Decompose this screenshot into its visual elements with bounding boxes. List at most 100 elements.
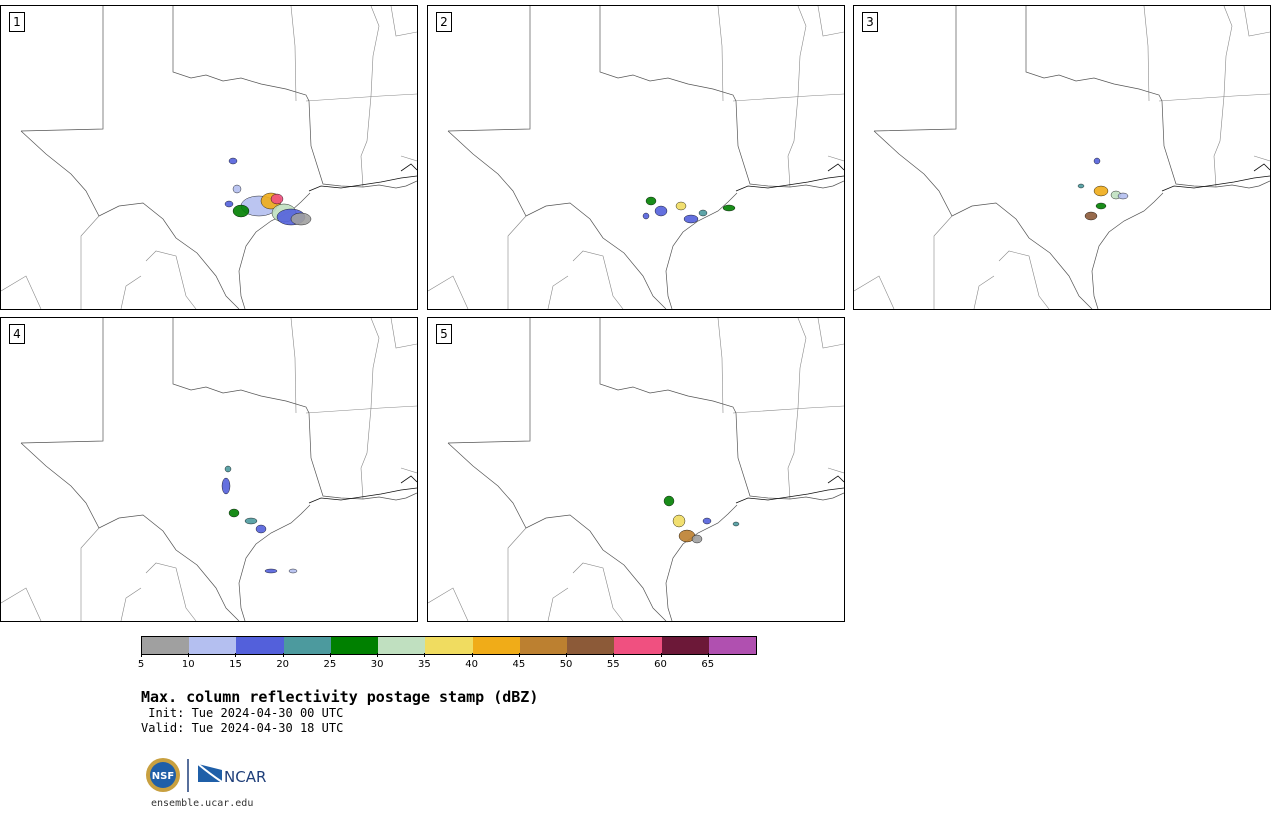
logos: NSF NCAR xyxy=(144,756,274,794)
member-panel-5: 5 xyxy=(427,317,845,622)
tick-mark xyxy=(566,653,568,657)
tick-mark xyxy=(141,653,142,657)
colorbar-segment xyxy=(330,637,379,654)
reflectivity-cell xyxy=(270,193,284,205)
member-panel-4: 4 xyxy=(0,317,418,622)
reflectivity-cell xyxy=(1095,202,1107,210)
texas-boundary xyxy=(20,318,417,621)
tick-label: 20 xyxy=(276,659,290,670)
panel-label: 1 xyxy=(9,12,25,32)
tick-label: 5 xyxy=(137,659,145,670)
reflectivity-cell xyxy=(1093,157,1101,165)
reflectivity-cell xyxy=(1077,183,1085,189)
reflectivity-cell xyxy=(642,212,650,220)
reflectivity-cell xyxy=(290,212,312,226)
tick-label: 60 xyxy=(654,659,667,670)
coastline xyxy=(1161,163,1270,192)
colorbar-segment xyxy=(614,637,662,654)
nsf-logo-icon: NSF xyxy=(146,758,180,792)
coastline xyxy=(735,475,844,504)
colorbar-ticks: 5 10 15 20 25 30 35 40 45 50 55 60 65 xyxy=(137,653,757,673)
reflectivity-cell xyxy=(232,184,242,194)
panel-label: 4 xyxy=(9,324,25,344)
state-boundary xyxy=(428,318,844,621)
texas-boundary xyxy=(447,6,844,309)
valid-time: Valid: Tue 2024-04-30 18 UTC xyxy=(141,721,344,735)
tick-label: 50 xyxy=(559,659,573,670)
texas-boundary xyxy=(447,318,844,621)
map xyxy=(428,318,844,621)
reflectivity-cell xyxy=(663,495,675,507)
member-panel-1: 1 xyxy=(0,5,418,310)
reflectivity-cell xyxy=(691,534,703,544)
tick-mark xyxy=(613,653,615,657)
coastline xyxy=(308,475,417,504)
panel-label: 2 xyxy=(436,12,452,32)
tick-mark xyxy=(329,653,331,657)
coastline xyxy=(735,163,844,192)
tick-label: 10 xyxy=(181,659,195,670)
reflectivity-cell xyxy=(732,521,740,527)
state-boundary xyxy=(1,6,417,309)
reflectivity-cell xyxy=(675,201,687,211)
colorbar-segment xyxy=(236,637,284,654)
tick-mark xyxy=(707,653,709,657)
ncar-logo-text: NCAR xyxy=(224,768,266,786)
map xyxy=(428,6,844,309)
reflectivity-cell xyxy=(224,200,234,208)
tick-label: 65 xyxy=(701,659,715,670)
reflectivity-cell xyxy=(288,568,298,574)
colorbar xyxy=(141,636,757,655)
state-boundary xyxy=(854,6,1270,309)
init-time: Init: Tue 2024-04-30 00 UTC xyxy=(141,706,344,720)
site-url: ensemble.ucar.edu xyxy=(151,798,254,809)
colorbar-segment xyxy=(708,637,757,654)
tick-mark xyxy=(235,653,237,657)
reflectivity-cell xyxy=(1093,185,1109,197)
state-boundary xyxy=(428,6,844,309)
member-panel-3: 3 xyxy=(853,5,1271,310)
reflectivity-cell xyxy=(228,508,240,518)
tick-label: 55 xyxy=(606,659,620,670)
nsf-logo-text: NSF xyxy=(152,771,174,782)
tick-label: 45 xyxy=(512,659,526,670)
reflectivity-cell xyxy=(654,205,668,217)
tick-mark xyxy=(471,653,473,657)
colorbar-segment xyxy=(472,637,520,654)
tick-mark xyxy=(424,653,426,657)
reflectivity-cell xyxy=(221,477,231,495)
member-panel-2: 2 xyxy=(427,5,845,310)
tick-mark xyxy=(188,653,190,657)
colorbar-segment xyxy=(378,637,426,654)
figure-title: Max. column reflectivity postage stamp (… xyxy=(141,688,539,706)
map xyxy=(1,6,417,309)
tick-mark xyxy=(377,653,379,657)
reflectivity-cell xyxy=(244,517,258,525)
panel-label: 5 xyxy=(436,324,452,344)
reflectivity-cell xyxy=(645,196,657,206)
reflectivity-cell xyxy=(683,214,699,224)
colorbar-segment xyxy=(661,637,709,654)
reflectivity-cell xyxy=(722,204,736,212)
ncar-logo-icon: NCAR xyxy=(197,763,266,786)
reflectivity-cell xyxy=(672,514,686,528)
colorbar-segment xyxy=(567,637,615,654)
colorbar-segment xyxy=(425,637,473,654)
colorbar-segment xyxy=(519,637,568,654)
colorbar-segment xyxy=(142,637,190,654)
reflectivity-cell xyxy=(228,157,238,165)
reflectivity-cell xyxy=(232,204,250,218)
tick-label: 30 xyxy=(370,659,384,670)
map xyxy=(854,6,1270,309)
tick-mark xyxy=(660,653,662,657)
reflectivity-cell xyxy=(698,209,708,217)
tick-mark xyxy=(282,653,284,657)
panel-label: 3 xyxy=(862,12,878,32)
reflectivity-cell xyxy=(224,465,232,473)
colorbar-segment xyxy=(283,637,331,654)
texas-boundary xyxy=(873,6,1270,309)
tick-label: 15 xyxy=(229,659,242,670)
reflectivity-cell xyxy=(264,568,278,574)
coastline xyxy=(308,163,417,192)
tick-label: 40 xyxy=(465,659,478,670)
